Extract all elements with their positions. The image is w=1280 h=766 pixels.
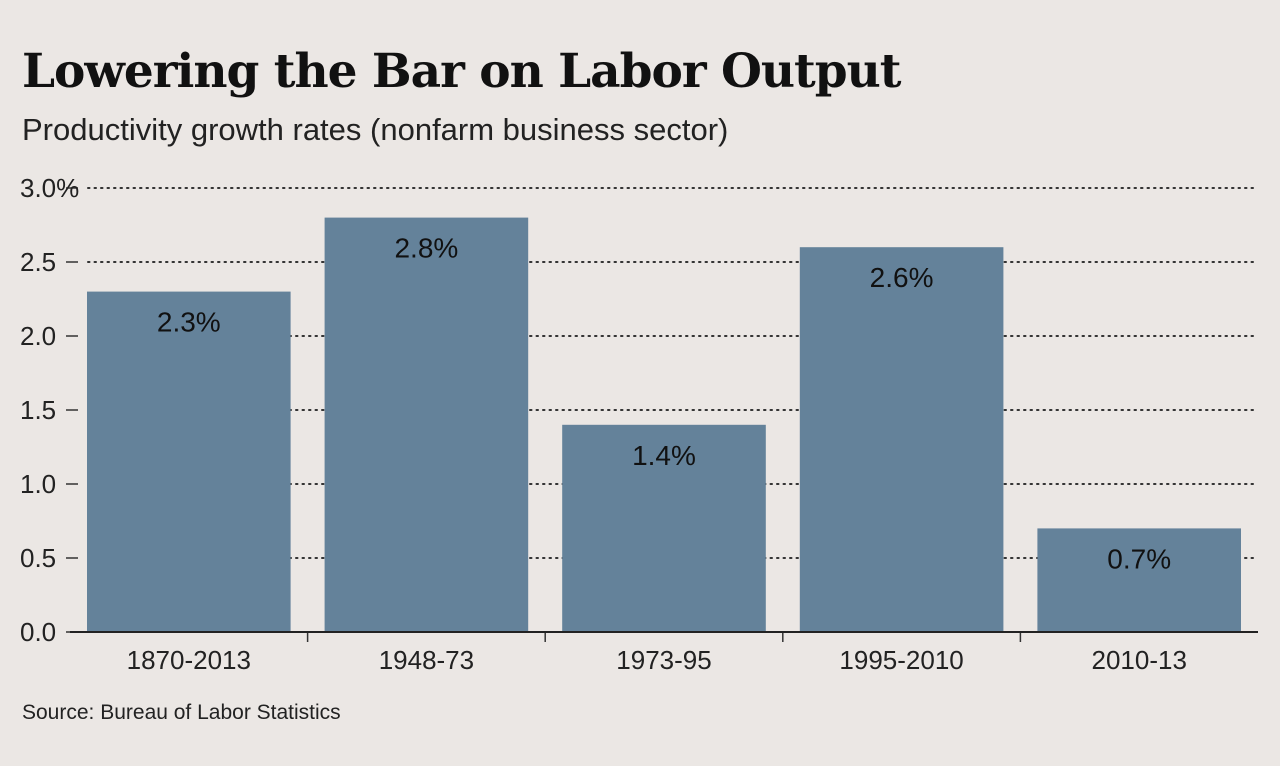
chart-subtitle: Productivity growth rates (nonfarm busin… bbox=[22, 112, 729, 147]
y-tick-label: 1.0 bbox=[20, 469, 56, 499]
x-category-label: 1995-2010 bbox=[839, 645, 963, 675]
bar bbox=[87, 291, 291, 632]
x-category-label: 1973-95 bbox=[616, 645, 711, 675]
y-tick-label: 1.5 bbox=[20, 395, 56, 425]
bar-value-label: 1.4% bbox=[632, 440, 696, 471]
bar-value-label: 2.6% bbox=[870, 262, 934, 293]
bar bbox=[562, 424, 766, 632]
x-category-label: 2010-13 bbox=[1091, 645, 1186, 675]
y-tick-label: 3.0% bbox=[20, 173, 79, 203]
bar-value-label: 0.7% bbox=[1107, 543, 1171, 574]
bar bbox=[324, 217, 529, 632]
chart-title: Lowering the Bar on Labor Output bbox=[22, 44, 902, 99]
source-note: Source: Bureau of Labor Statistics bbox=[22, 701, 341, 724]
y-tick-label: 2.5 bbox=[20, 247, 56, 277]
y-tick-label: 0.5 bbox=[20, 543, 56, 573]
bar bbox=[1037, 528, 1241, 632]
bar bbox=[799, 247, 1004, 632]
y-tick-label: 2.0 bbox=[20, 321, 56, 351]
x-category-label: 1870-2013 bbox=[127, 645, 251, 675]
bar-value-label: 2.3% bbox=[157, 307, 221, 338]
bars: 2.3% 2.8% 1.4% 2.6% 0.7% bbox=[87, 217, 1241, 632]
bar-value-label: 2.8% bbox=[394, 233, 458, 264]
y-tick-label: 0.0 bbox=[20, 617, 56, 647]
x-category-label: 1948-73 bbox=[379, 645, 474, 675]
axes: 0.0 0.5 1.0 1.5 2.0 2.5 3.0% 1870-2013 1948-73 19… bbox=[20, 173, 1258, 675]
